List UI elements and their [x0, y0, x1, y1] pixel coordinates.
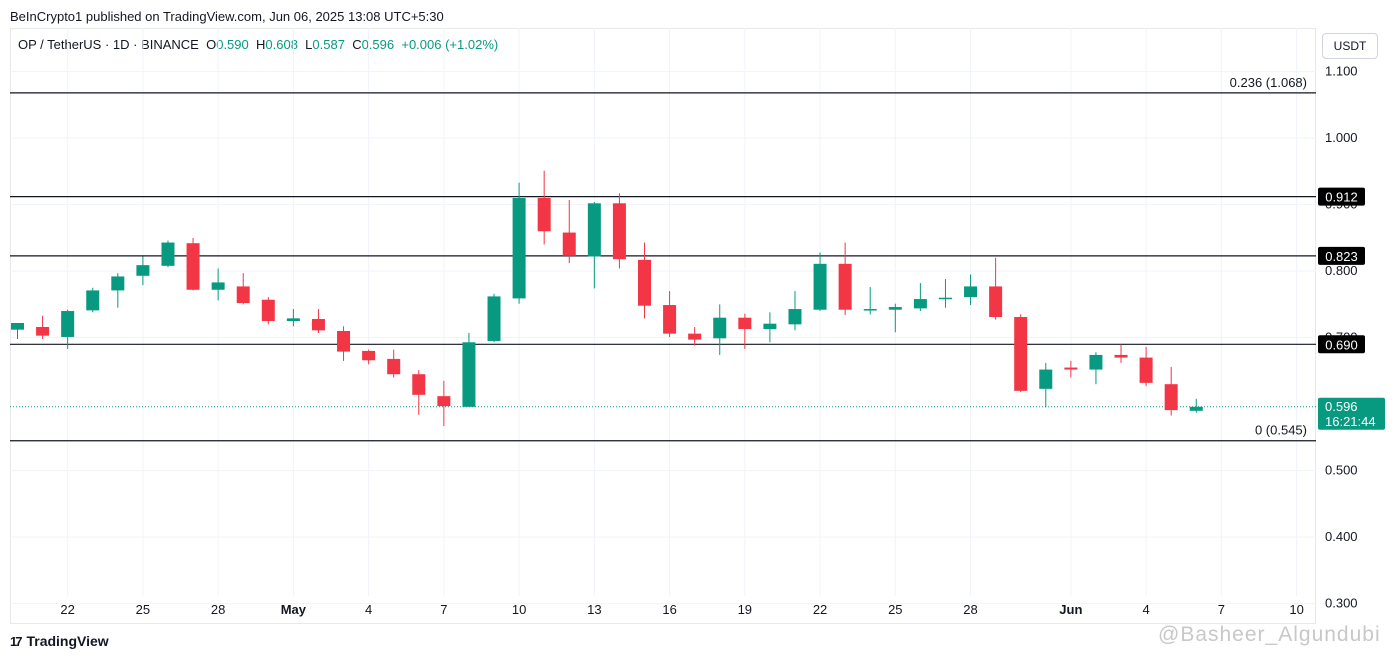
price-axis[interactable]: [1316, 28, 1400, 624]
close-label: C: [352, 37, 362, 52]
close-value: 0.596: [361, 37, 395, 52]
change-value: +0.006 (+1.02%): [401, 37, 499, 52]
tradingview-logo-icon: 17: [10, 633, 23, 649]
publish-info: BeInCrypto1 published on TradingView.com…: [10, 9, 444, 24]
open-label: O: [206, 37, 217, 52]
chart-plot-area[interactable]: [10, 28, 1316, 624]
high-label: H: [256, 37, 266, 52]
low-value: 0.587: [312, 37, 345, 52]
tradingview-brand: TradingView: [26, 633, 109, 649]
currency-button[interactable]: USDT: [1322, 33, 1378, 59]
high-value: 0.608: [265, 37, 298, 52]
open-value: 0.590: [216, 37, 249, 52]
watermark-text: @Basheer_Algundubi: [1158, 623, 1381, 646]
tradingview-footer[interactable]: 17 TradingView: [10, 633, 109, 649]
low-label: L: [305, 37, 313, 52]
symbol-name[interactable]: OP / TetherUS · 1D · BINANCE: [18, 37, 199, 52]
symbol-legend: OP / TetherUS · 1D · BINANCE O0.590 H0.6…: [18, 37, 498, 52]
